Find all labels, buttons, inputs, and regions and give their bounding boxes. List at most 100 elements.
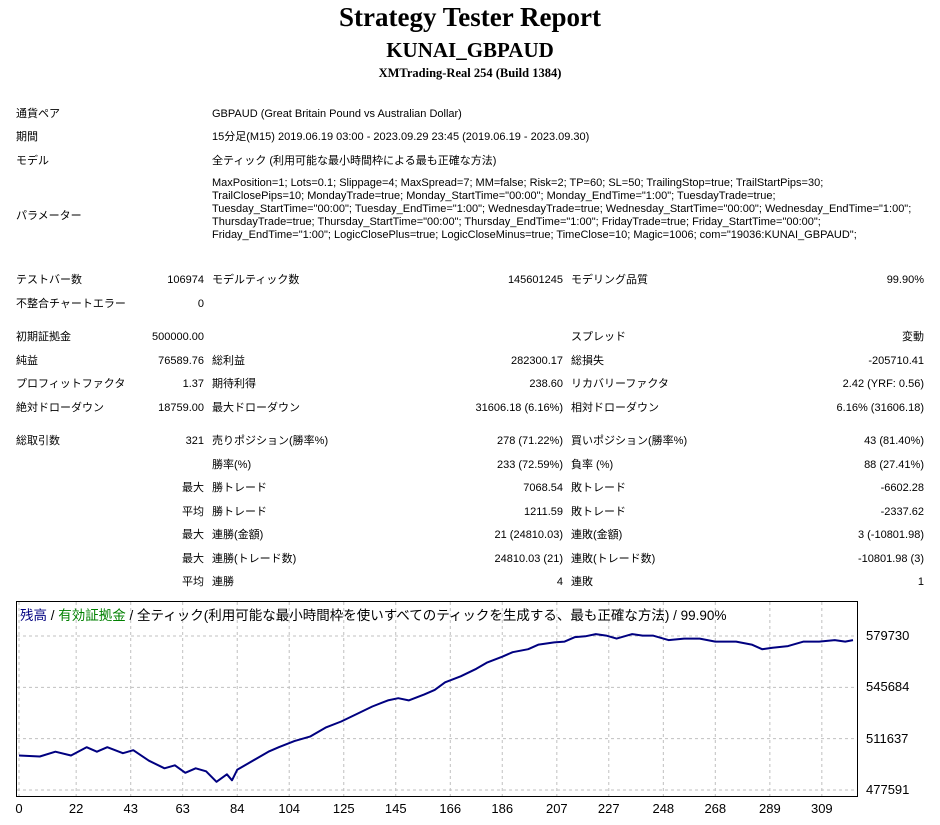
gross-loss-value: -205710.41 [868,355,924,367]
max-cons-wins-label: 連勝(金額) [212,529,264,541]
x-tick-label: 125 [332,801,355,816]
y-tick-label: 477591 [866,782,910,797]
win-rate-value: 233 (72.59%) [496,459,563,471]
x-tick-label: 0 [15,801,23,816]
max-cons-losses-label: 連敗(金額) [571,529,623,541]
abs-dd-label: 絶対ドローダウン [16,402,104,414]
x-tick-label: 84 [230,801,245,816]
x-tick-label: 145 [384,801,407,816]
y-tick-label: 511637 [866,730,909,746]
max-cons-profit-value: 24810.03 (21) [494,553,564,565]
legend-description: / 全ティック(利用可能な最小時間枠を使いすべてのティックを生成する、最も正確な… [125,608,727,623]
recovery-value: 2.42 (YRF: 0.56) [842,378,924,390]
x-tick-label: 63 [175,801,190,816]
legend-balance: 残高 [20,608,47,623]
net-value: 76589.76 [158,355,204,367]
abs-dd-value: 18759.00 [158,402,204,414]
period-label: 期間 [16,131,38,143]
long-label: 買いポジション(勝率%) [571,435,688,447]
max-cons-loss-label: 連敗(トレード数) [571,553,656,565]
balance-chart-svg [17,602,857,796]
bars-value: 106974 [167,274,204,286]
mismatch-value: 0 [197,298,204,310]
x-tick-label: 227 [597,801,620,816]
server-build: XMTrading-Real 254 (Build 1384) [378,66,562,80]
x-tick-label: 268 [704,801,727,816]
params-label: パラメーター [16,210,82,222]
recovery-label: リカバリーファクタ [571,378,669,390]
symbol-value: GBPAUD (Great Britain Pound vs Australia… [212,108,462,120]
x-tick-label: 309 [810,801,833,816]
gross-loss-label: 総損失 [571,355,604,367]
average-label: 平均 [182,506,204,518]
params-value: MaxPosition=1; Lots=0.1; Slippage=4; Max… [212,177,912,241]
quality-label: モデリング品質 [571,274,648,286]
short-label: 売りポジション(勝率%) [212,435,329,447]
avg-loss-label: 敗トレード [571,506,626,518]
ticks-value: 145601245 [507,274,563,286]
expected-value: 238.60 [529,378,563,390]
max-dd-value: 31606.18 (6.16%) [475,402,563,414]
avg-cons-wins-label: 連勝 [212,576,234,588]
pf-value: 1.37 [182,378,204,390]
rel-dd-label: 相対ドローダウン [571,402,659,414]
x-tick-label: 289 [759,801,781,816]
x-tick-label: 43 [123,801,138,816]
gross-profit-label: 総利益 [212,355,245,367]
model-label: モデル [16,155,49,167]
avg-win-value: 1211.59 [524,506,563,518]
total-trades-label: 総取引数 [16,435,60,447]
largest-win-value: 7068.54 [523,482,563,494]
max-cons2-label: 最大 [182,553,204,565]
balance-chart [16,601,858,797]
pf-label: プロフィットファクタ [16,378,126,390]
avg-loss-value: -2337.62 [880,506,924,518]
x-tick-label: 207 [545,801,568,816]
gross-profit-value: 282300.17 [511,355,563,367]
report-title: Strategy Tester Report [339,2,601,32]
max-dd-label: 最大ドローダウン [212,402,300,414]
chart-legend: 残高 / 有効証拠金 / 全ティック(利用可能な最小時間枠を使いすべてのティック… [20,604,726,624]
loss-rate-label: 負率 (%) [571,459,614,471]
y-tick-label: 579730 [866,628,910,643]
avg-cons-losses-value: 1 [917,576,924,588]
spread-label: スプレッド [571,331,626,343]
period-value: 15分足(M15) 2019.06.19 03:00 - 2023.09.29 … [212,131,590,143]
x-tick-label: 104 [278,801,301,816]
long-value: 43 (81.40%) [864,435,924,447]
largest-win-label: 勝トレード [212,482,267,494]
largest-loss-value: -6602.28 [880,482,924,494]
max-cons-wins-value: 21 (24810.03) [494,529,564,541]
deposit-label: 初期証拠金 [16,331,71,343]
max-cons-loss-value: -10801.98 (3) [857,553,924,565]
net-label: 純益 [16,355,38,367]
x-tick-label: 186 [491,801,514,816]
max-cons-profit-label: 連勝(トレード数) [212,553,297,565]
avg-cons-wins-value: 4 [556,576,563,588]
mismatch-label: 不整合チャートエラー [16,298,126,310]
rel-dd-value: 6.16% (31606.18) [836,402,924,414]
ea-name: KUNAI_GBPAUD [386,38,554,62]
deposit-value: 500000.00 [152,331,204,343]
max-cons-losses-value: 3 (-10801.98) [857,529,924,541]
win-rate-label: 勝率(%) [212,459,252,471]
spread-value: 変動 [902,331,924,343]
x-tick-label: 22 [68,801,84,816]
largest-label: 最大 [182,482,204,494]
balance-series-line [18,633,854,783]
quality-value: 99.90% [886,274,924,286]
loss-rate-value: 88 (27.41%) [864,459,924,471]
avg-win-label: 勝トレード [212,506,267,518]
x-tick-label: 166 [439,801,462,816]
x-tick-label: 248 [652,801,675,816]
legend-equity: 有効証拠金 [58,608,126,623]
expected-label: 期待利得 [212,378,256,390]
ticks-label: モデルティック数 [212,274,300,286]
short-value: 278 (71.22%) [496,435,563,447]
model-value: 全ティック (利用可能な最小時間枠による最も正確な方法) [212,155,497,167]
y-tick-label: 545684 [866,679,910,695]
avg-cons-label: 平均 [182,576,204,588]
bars-label: テストバー数 [16,274,82,286]
max-cons-label: 最大 [182,529,204,541]
legend-sep: / [47,608,59,623]
